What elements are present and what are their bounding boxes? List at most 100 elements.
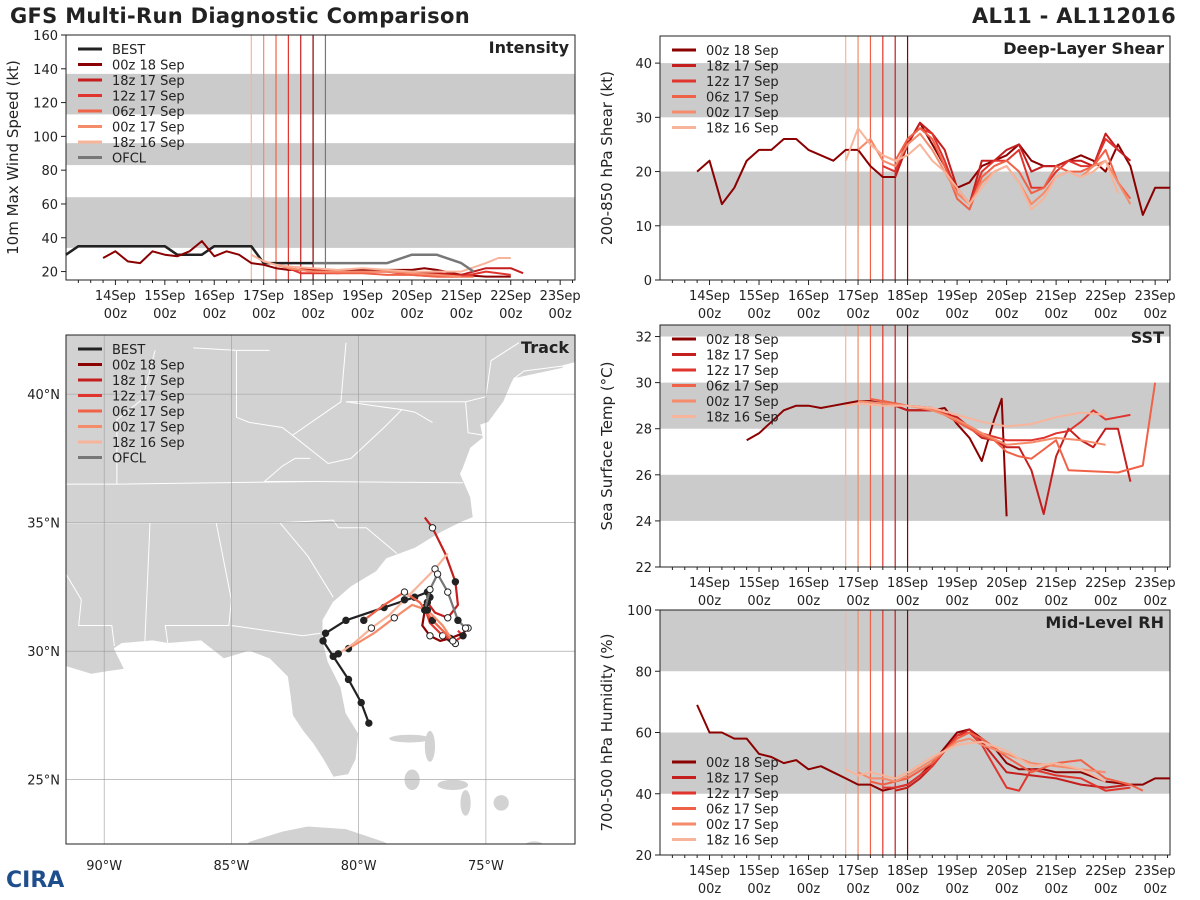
x-tick-sublabel: 00z bbox=[499, 307, 523, 322]
y-tick-label: 30 bbox=[635, 377, 652, 392]
x-tick-label: 20Sep bbox=[986, 289, 1027, 304]
legend-label: 12z 17 Sep bbox=[112, 390, 185, 405]
y-tick-label: 140 bbox=[33, 63, 58, 78]
legend-label: 00z 18 Sep bbox=[112, 359, 185, 374]
storm-id-title: AL11 - AL112016 bbox=[972, 4, 1176, 28]
legend-label: 00z 17 Sep bbox=[706, 818, 779, 833]
cira-logo: CIRA bbox=[6, 868, 106, 896]
x-tick-sublabel: 00z bbox=[203, 307, 227, 322]
y-axis: 0 10 20 30 40 bbox=[635, 57, 660, 289]
intensity-panel: 20 40 60 80 100 120 140 160 14Sep 00z 15Sep 00z 16Se… bbox=[4, 29, 581, 322]
x-tick-label: 23Sep bbox=[1135, 289, 1176, 304]
lon-tick-label: 85°W bbox=[213, 859, 249, 874]
x-tick-sublabel: 00z bbox=[797, 594, 821, 609]
x-tick-label: 16Sep bbox=[788, 864, 829, 879]
track-position-marker bbox=[400, 596, 409, 604]
series-line bbox=[844, 127, 1119, 211]
x-tick-sublabel: 00z bbox=[698, 882, 722, 897]
x-tick-sublabel: 00z bbox=[1143, 307, 1167, 322]
legend-label: 00z 18 Sep bbox=[706, 44, 779, 59]
legend-label: 18z 16 Sep bbox=[706, 411, 779, 426]
x-tick-label: 15Sep bbox=[739, 289, 780, 304]
series-line bbox=[845, 740, 1107, 783]
legend-label: 18z 17 Sep bbox=[706, 349, 779, 364]
y-tick-label: 100 bbox=[33, 130, 58, 145]
track-position-marker bbox=[321, 629, 330, 637]
x-tick-sublabel: 00z bbox=[797, 307, 821, 322]
series-line bbox=[102, 240, 511, 278]
series-line bbox=[869, 127, 1132, 211]
x-tick-label: 22Sep bbox=[1085, 289, 1126, 304]
x-tick-sublabel: 00z bbox=[1094, 307, 1118, 322]
series-line bbox=[882, 731, 1131, 792]
x-tick-sublabel: 00z bbox=[896, 882, 920, 897]
state-border bbox=[66, 480, 464, 485]
y-tick-label: 60 bbox=[635, 727, 652, 742]
x-tick-label: 20Sep bbox=[986, 576, 1027, 591]
state-border bbox=[345, 401, 433, 423]
track-position-marker bbox=[365, 719, 373, 727]
x-tick-sublabel: 00z bbox=[153, 307, 177, 322]
x-tick-sublabel: 00z bbox=[896, 594, 920, 609]
series-line bbox=[263, 260, 462, 278]
state-border bbox=[465, 401, 484, 436]
legend-label: 18z 16 Sep bbox=[112, 136, 185, 151]
bahamas-island bbox=[424, 730, 436, 762]
y-tick-label: 20 bbox=[41, 266, 58, 281]
x-tick-label: 23Sep bbox=[1135, 864, 1176, 879]
y-tick-label: 26 bbox=[635, 469, 652, 484]
track-position-marker bbox=[454, 616, 462, 625]
x-tick-label: 15Sep bbox=[739, 576, 780, 591]
state-border bbox=[292, 409, 403, 465]
x-tick-label: 17Sep bbox=[243, 289, 284, 304]
bahamas-island bbox=[493, 795, 509, 811]
track-position-marker bbox=[433, 570, 442, 578]
legend-label: 12z 17 Sep bbox=[112, 90, 185, 105]
x-tick-label: 18Sep bbox=[887, 576, 928, 591]
panel-title: Track bbox=[521, 338, 569, 357]
x-tick-sublabel: 00z bbox=[1143, 882, 1167, 897]
state-border bbox=[236, 342, 347, 436]
legend-label: 06z 17 Sep bbox=[112, 105, 185, 120]
bahamas-island bbox=[389, 734, 430, 743]
shaded-band bbox=[660, 171, 1170, 226]
lon-tick-label: 75°W bbox=[468, 859, 504, 874]
legend-label: 06z 17 Sep bbox=[706, 803, 779, 818]
series-line bbox=[65, 244, 314, 265]
x-tick-sublabel: 00z bbox=[301, 307, 325, 322]
track-position-marker bbox=[444, 588, 452, 596]
x-tick-sublabel: 00z bbox=[945, 882, 969, 897]
track-position-marker bbox=[319, 637, 327, 645]
x-tick-label: 14Sep bbox=[689, 576, 730, 591]
x-tick-label: 21Sep bbox=[1036, 576, 1077, 591]
us-landmass bbox=[66, 335, 575, 778]
x-tick-sublabel: 00z bbox=[995, 594, 1019, 609]
bahamas-island bbox=[437, 779, 469, 791]
shear-panel: 0 10 20 30 40 14Sep 00z 15Sep 00z 16Sep 00z 17Sep 00… bbox=[598, 35, 1176, 322]
track-position-marker bbox=[438, 632, 447, 640]
legend-label: 18z 17 Sep bbox=[706, 60, 779, 75]
track-line bbox=[423, 516, 459, 619]
track-position-marker bbox=[421, 606, 429, 614]
x-tick-label: 20Sep bbox=[986, 864, 1027, 879]
x-tick-label: 16Sep bbox=[788, 289, 829, 304]
x-tick-label: 14Sep bbox=[689, 864, 730, 879]
x-tick-sublabel: 00z bbox=[1094, 594, 1118, 609]
x-tick-label: 19Sep bbox=[937, 576, 978, 591]
shaded-band bbox=[66, 197, 575, 248]
shaded-band bbox=[660, 474, 1170, 521]
legend-label: 12z 17 Sep bbox=[706, 364, 779, 379]
legend-label: 06z 17 Sep bbox=[706, 380, 779, 395]
series-line bbox=[696, 121, 1170, 216]
y-tick-label: 22 bbox=[635, 561, 652, 576]
x-tick-sublabel: 00z bbox=[1094, 882, 1118, 897]
track-line bbox=[347, 603, 454, 650]
track-position-marker bbox=[428, 524, 437, 532]
y-tick-label: 120 bbox=[33, 97, 58, 112]
x-tick-sublabel: 00z bbox=[846, 594, 870, 609]
lat-tick-label: 30°N bbox=[27, 645, 60, 660]
cuba bbox=[245, 825, 390, 844]
series-line bbox=[845, 402, 1106, 428]
